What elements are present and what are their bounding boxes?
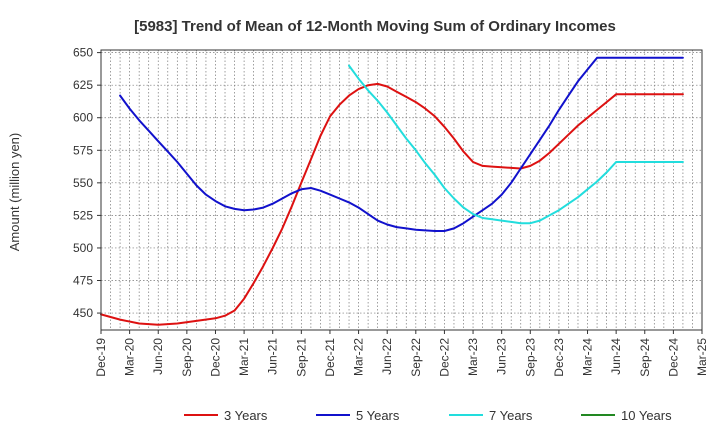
x-tick-label: Sep-20 xyxy=(180,338,194,377)
x-tick-label: Dec-21 xyxy=(323,338,337,377)
y-tick-label: 600 xyxy=(73,111,93,125)
x-tick-label: Jun-23 xyxy=(495,338,509,375)
chart-title: [5983] Trend of Mean of 12-Month Moving … xyxy=(134,18,616,35)
x-tick-label: Dec-22 xyxy=(437,338,451,377)
legend-label: 10 Years xyxy=(621,408,672,423)
y-tick-label: 625 xyxy=(73,78,93,92)
x-tick-label: Sep-21 xyxy=(294,338,308,377)
legend: 3 Years 5 Years 7 Years 10 Years xyxy=(184,408,672,423)
x-tick-label: Mar-25 xyxy=(695,338,709,376)
y-axis-title: Amount (million yen) xyxy=(7,133,22,252)
y-tick-label: 500 xyxy=(73,241,93,255)
y-tick-label: 550 xyxy=(73,176,93,190)
y-tick-label: 475 xyxy=(73,274,93,288)
y-tick-label: 650 xyxy=(73,46,93,60)
x-tick-label: Sep-24 xyxy=(638,338,652,377)
legend-label: 5 Years xyxy=(356,408,400,423)
x-tick-label: Dec-20 xyxy=(208,338,222,377)
series-line-7-years xyxy=(348,64,684,225)
y-tick-label: 525 xyxy=(73,208,93,222)
series-line-5-years xyxy=(119,56,684,232)
x-tick-label: Jun-22 xyxy=(380,338,394,375)
x-tick-label: Mar-24 xyxy=(581,338,595,376)
series-line-3-years xyxy=(100,82,684,326)
x-tick-label: Sep-22 xyxy=(409,338,423,377)
x-tick-label: Sep-23 xyxy=(523,338,537,377)
y-tick-label: 450 xyxy=(73,306,93,320)
x-tick-label: Mar-20 xyxy=(123,338,137,376)
y-axis: 450 475 500 525 550 575 600 625 650 xyxy=(73,46,101,320)
x-tick-label: Jun-20 xyxy=(151,338,165,375)
plot-frame xyxy=(100,49,703,331)
legend-label: 7 Years xyxy=(489,408,533,423)
x-tick-label: Jun-21 xyxy=(266,338,280,375)
x-tick-label: Mar-21 xyxy=(237,338,251,376)
grid xyxy=(101,50,702,330)
x-tick-label: Mar-22 xyxy=(352,338,366,376)
series-lines xyxy=(100,56,684,326)
x-tick-label: Dec-24 xyxy=(666,338,680,377)
legend-label: 3 Years xyxy=(224,408,268,423)
x-tick-label: Jun-24 xyxy=(609,338,623,375)
x-tick-label: Dec-19 xyxy=(94,338,108,377)
x-tick-label: Mar-23 xyxy=(466,338,480,376)
y-tick-label: 575 xyxy=(73,143,93,157)
x-axis: Dec-19 Mar-20 Jun-20 Sep-20 Dec-20 Mar-21 Jun-… xyxy=(94,330,709,377)
x-tick-label: Dec-23 xyxy=(552,338,566,377)
